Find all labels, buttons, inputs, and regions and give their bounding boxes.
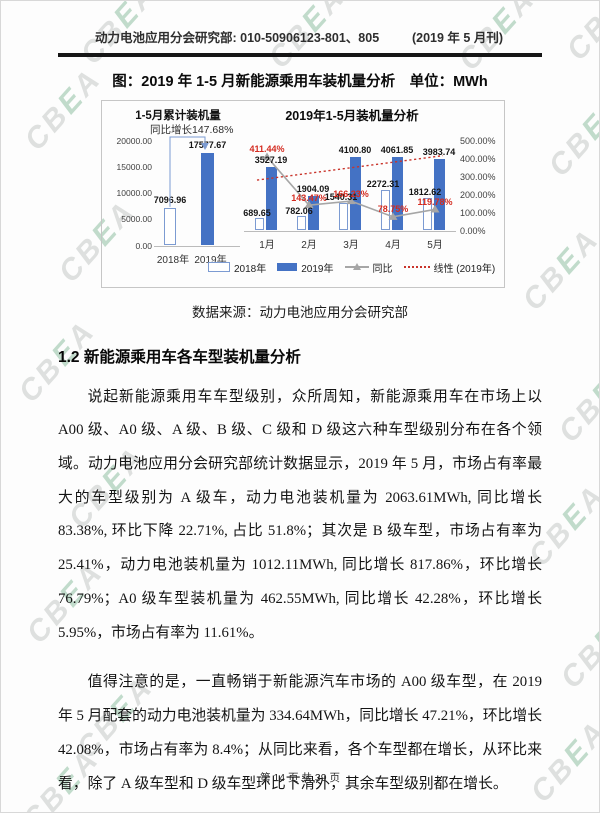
legend-label: 2019年 [301,263,334,275]
x-axis-label: 2019年 [194,254,227,266]
bar-2019-1月 [266,167,277,231]
bar-2019-label: 1904.09 [296,184,330,195]
chart-figure: 1-5月累计装机量 同比增长147.68% 20000.00 15000.00 10… [101,99,505,288]
bar-2019-label: 4100.80 [338,144,372,155]
x-axis-line [244,230,456,232]
section-heading: 1.2 新能源乘用车各车型装机量分析 [58,348,301,366]
yoy-percent-label: 78.75% [377,204,409,215]
legend-item: 2019年 [277,260,334,275]
legend-item: 线性 (2019年) [403,260,496,275]
y-axis-tick: 5000.00 [121,214,152,225]
y2-axis-tick: 500.00% [460,135,496,146]
bar-2018-label: 782.06 [285,205,313,216]
yoy-percent-label: 119.78% [417,196,453,207]
yoy-percent-label: 166.23% [333,188,369,199]
page-number: 第 14 页 共 39 页 [260,772,340,785]
legend-swatch-outline [208,262,230,272]
yoy-percent-label: 411.44% [249,144,285,155]
bar-2018-1月 [255,218,264,231]
body-paragraph-1: 说起新能源乘用车车型级别，众所周知，新能源乘用车在市场上以 A00 级、A0 级… [58,388,542,641]
monthly-chart-title: 2019年1-5月装机量分析 [285,108,419,123]
bar-value-label: 7096.96 [153,195,187,206]
monthly-chart: 2019年1-5月装机量分析 500.00% 400.00% 300.00% 200.… [243,105,502,285]
cumulative-chart-subtitle: 同比增长147.68% [150,123,234,136]
page-header: 动力电池应用分会研究部: 010-50906123-801、805 (2019 … [1,1,599,46]
legend-item: 2018年 [208,260,266,275]
bar-2019-label: 3527.19 [254,155,288,165]
y2-axis-tick: 100.00% [460,207,496,218]
bar-2019-5月 [434,158,445,231]
figure-title: 图：2019 年 1-5 月新能源乘用车装机量分析 单位：MWh [112,73,488,90]
bar-2018-2月 [297,216,306,231]
legend-label: 线性 (2019年) [433,263,496,275]
bar-2019-label: 4061.85 [380,145,414,156]
x-axis-label: 2月 [301,239,317,251]
x-axis-line [154,245,240,247]
y2-axis-tick: 200.00% [460,189,496,200]
cumulative-chart: 1-5月累计装机量 同比增长147.68% 20000.00 15000.00 10… [108,107,244,283]
bar-2018年 [164,208,176,246]
y-axis-tick: 10000.00 [116,188,152,198]
y2-axis-tick: 300.00% [460,171,496,182]
chart-legend: 2018年 2019年 同比 线性 (2019年) [208,260,495,275]
y-axis-tick: 20000.00 [116,135,152,146]
bar-2019年 [201,153,214,246]
bar-value-label: 17577.67 [188,140,227,151]
body-paragraph-2: 值得注意的是，一直畅销于新能源汽车市场的 A00 级车型，在 2019 年 5 … [58,674,542,792]
y-axis-tick: 15000.00 [116,161,152,172]
y2-axis-tick: 0.00% [460,225,486,236]
cumulative-chart-title: 1-5月累计装机量 [135,109,221,122]
header-issue: (2019 年 5 月刊) [411,31,503,45]
legend-label: 同比 [372,263,393,275]
data-source-caption: 数据来源：动力电池应用分会研究部 [192,304,408,320]
bar-2018-label: 2272.31 [366,179,400,190]
bar-2018-label: 689.65 [243,207,271,218]
yoy-percent-label: 143.47% [291,192,327,203]
bar-2018-label: 1540.31 [324,192,358,203]
header-department: 动力电池应用分会研究部: 010-50906123-801、805 [95,31,380,45]
legend-marker-icon [352,263,361,270]
legend-swatch-solid [277,263,298,271]
x-axis-label: 3月 [343,239,359,251]
legend-label: 2018年 [234,263,267,275]
bar-2018-3月 [339,202,348,231]
y2-axis-tick: 400.00% [460,153,496,164]
x-axis-label: 1月 [259,239,275,251]
legend-swatch-dotted [403,266,430,268]
legend-item: 同比 [344,260,393,275]
x-axis-label: 4月 [385,239,401,251]
bar-2018-label: 1812.62 [408,187,442,198]
header-divider [58,53,542,57]
x-axis-label: 2018年 [156,254,190,266]
y-axis-tick: 0.00 [135,240,152,251]
x-axis-label: 5月 [427,239,443,251]
bar-2019-label: 3983.74 [422,146,456,157]
legend-swatch-line [344,263,369,270]
